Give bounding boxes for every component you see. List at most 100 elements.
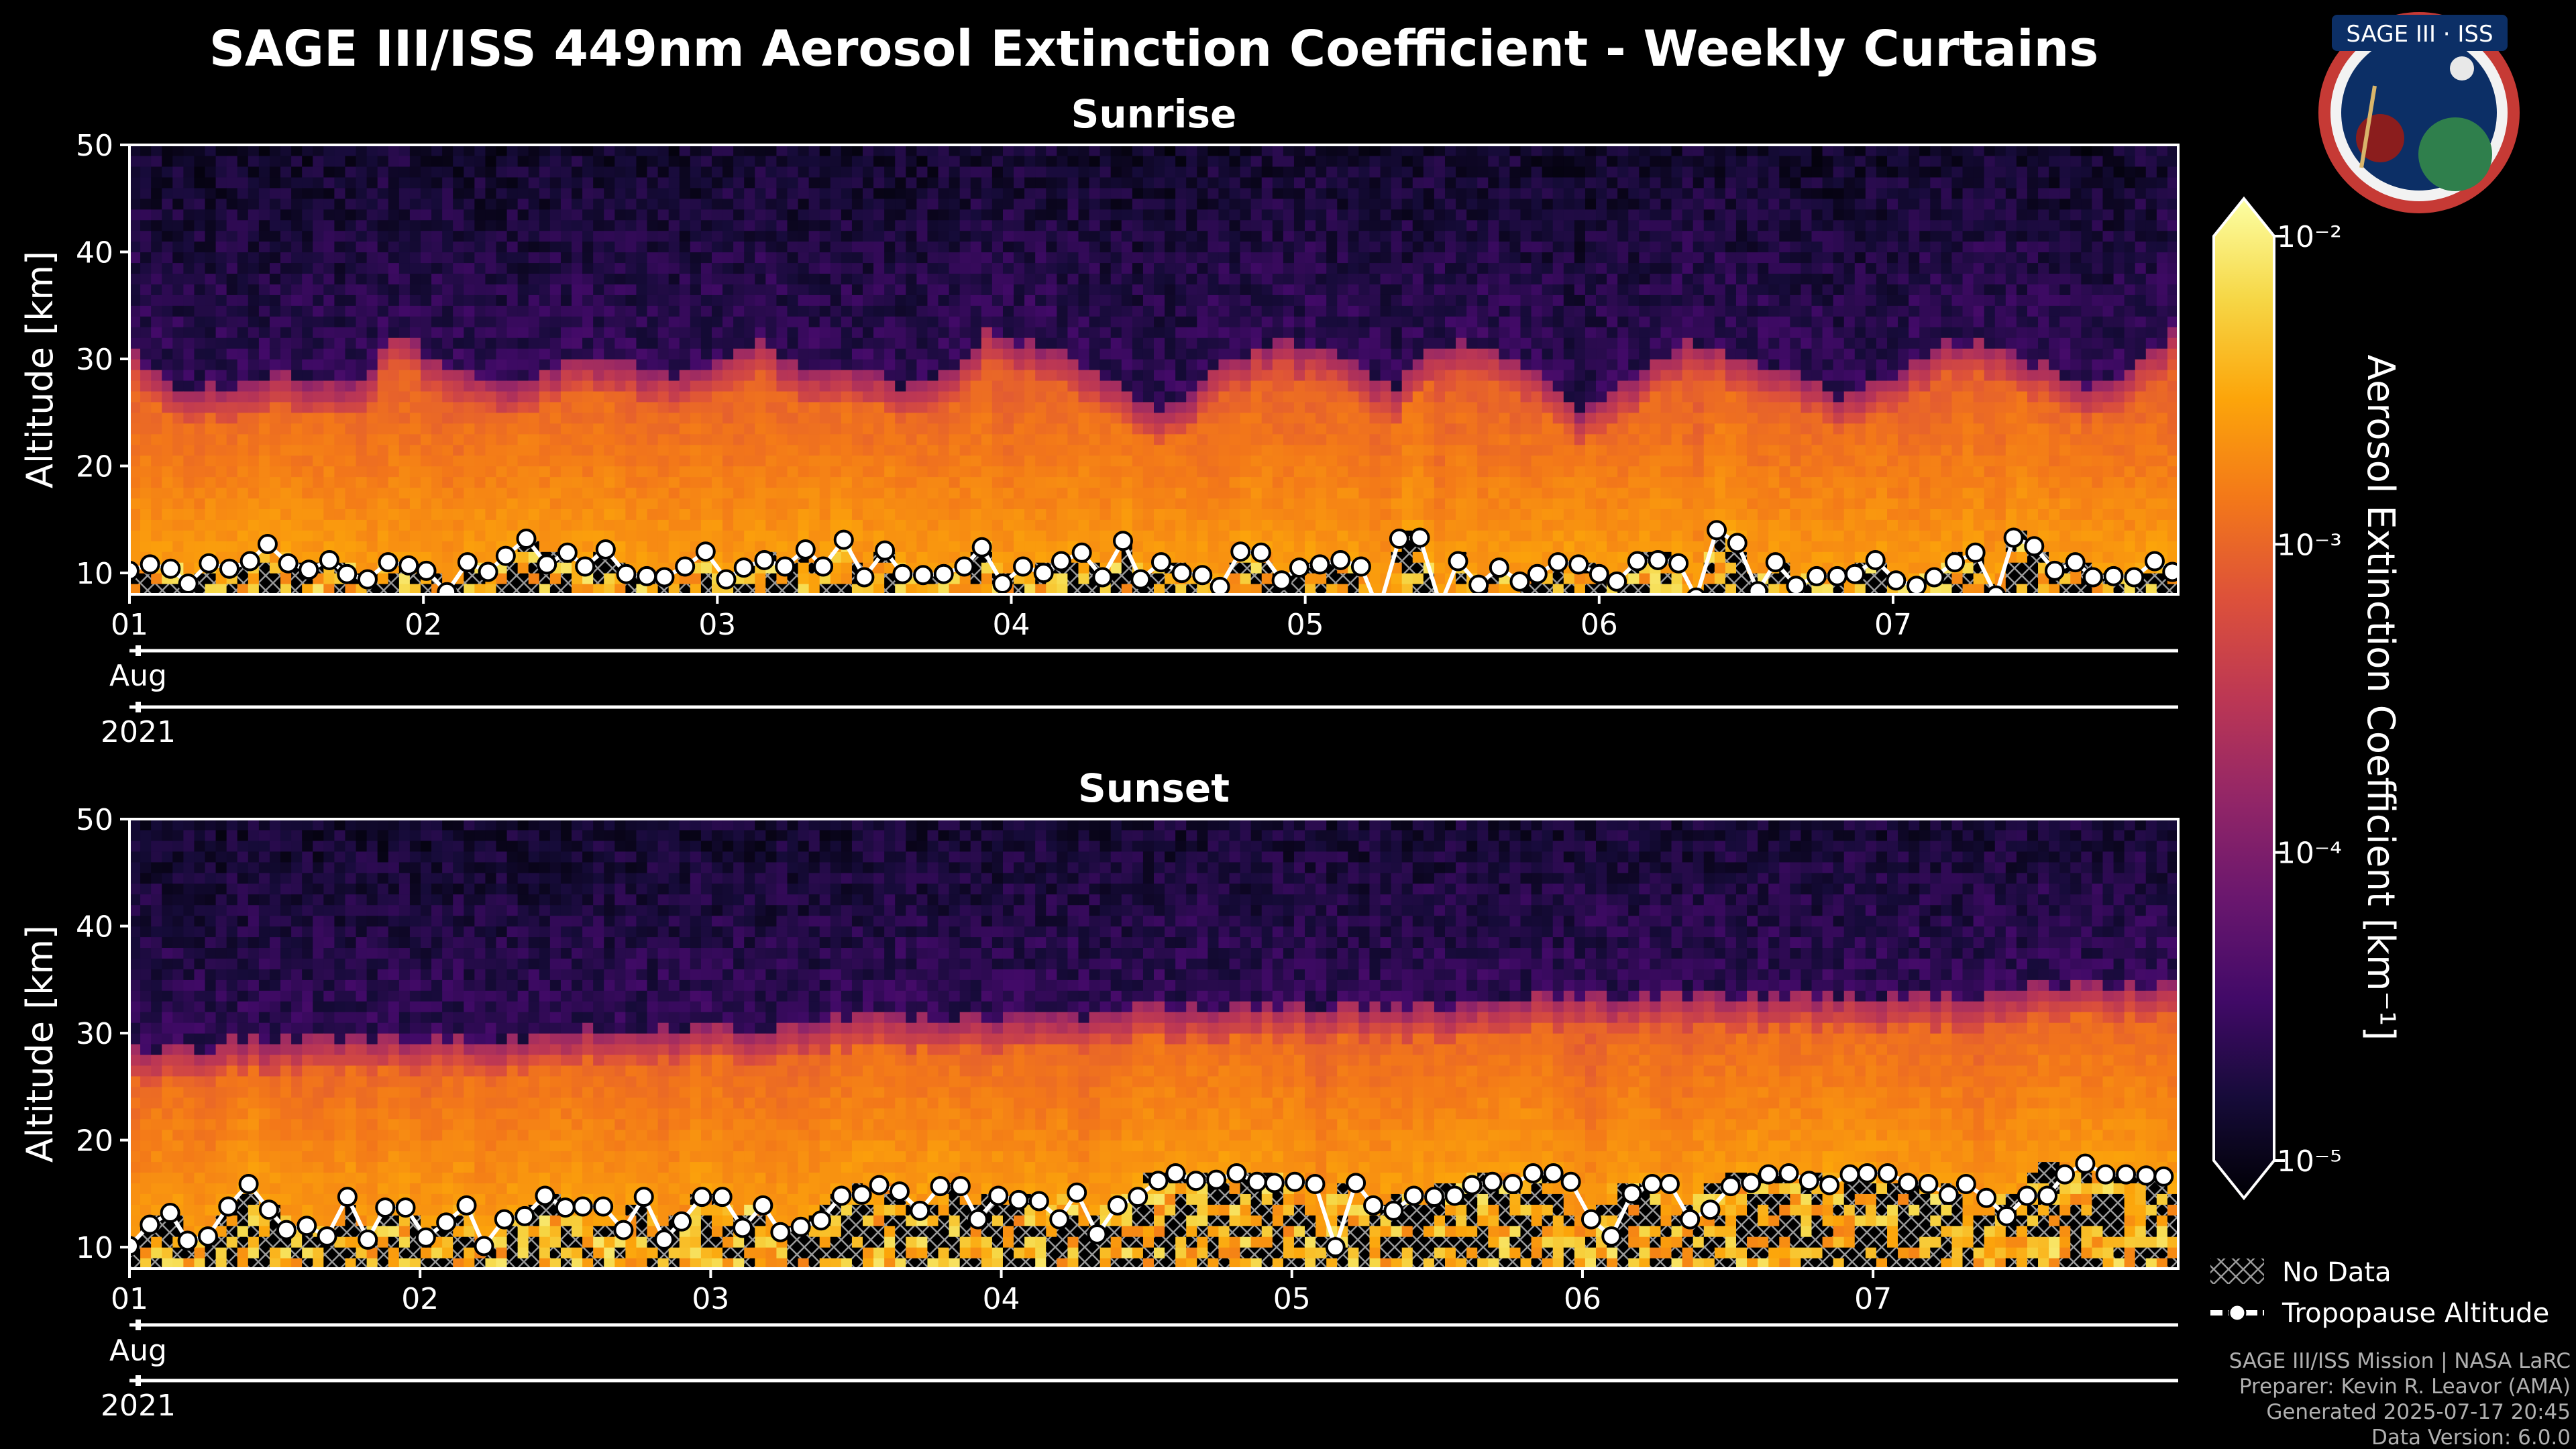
heatmap-cell <box>1046 412 1057 424</box>
heatmap-cell <box>560 262 572 274</box>
heatmap-cell <box>895 370 906 381</box>
heatmap-cell <box>1046 401 1057 413</box>
heatmap-cell <box>388 316 400 327</box>
heatmap-cell <box>1380 337 1392 349</box>
heatmap-cell <box>140 305 152 317</box>
heatmap-cell <box>1391 370 1403 381</box>
heatmap-cell <box>506 145 519 156</box>
heatmap-cell <box>755 390 766 402</box>
heatmap-cell <box>981 476 993 488</box>
heatmap-cell <box>215 380 227 392</box>
heatmap-cell <box>377 305 389 317</box>
heatmap-cell <box>258 337 270 349</box>
heatmap-cell <box>1175 327 1187 338</box>
heatmap-cell <box>496 444 508 456</box>
heatmap-cell <box>604 584 615 594</box>
heatmap-cell <box>647 466 659 478</box>
heatmap-cell <box>356 433 368 445</box>
heatmap-cell <box>1024 166 1036 178</box>
heatmap-cell <box>1132 252 1144 264</box>
heatmap-cell <box>420 530 432 541</box>
heatmap-cell <box>614 209 626 221</box>
heatmap-cell <box>1391 316 1403 327</box>
heatmap-cell <box>1110 327 1122 338</box>
heatmap-cell <box>722 209 734 221</box>
heatmap-cell <box>733 176 745 189</box>
heatmap-cell <box>906 370 917 381</box>
heatmap-cell <box>205 508 217 520</box>
heatmap-cell <box>819 176 831 189</box>
heatmap-cell <box>528 337 540 349</box>
heatmap-cell <box>539 198 551 210</box>
heatmap-cell <box>808 176 820 189</box>
heatmap-cell <box>959 284 971 295</box>
heatmap-cell <box>744 466 755 478</box>
heatmap-cell <box>1316 348 1327 360</box>
heatmap-cell <box>906 519 917 531</box>
heatmap-cell <box>1078 305 1090 317</box>
heatmap-cell <box>442 508 453 520</box>
heatmap-cell <box>906 337 917 349</box>
heatmap-cell <box>1283 262 1295 274</box>
heatmap-cell <box>356 273 368 284</box>
heatmap-cell <box>506 433 519 445</box>
heatmap-cell <box>1142 327 1155 338</box>
heatmap-cell <box>377 176 389 189</box>
heatmap-cell <box>593 155 604 167</box>
heatmap-cell <box>194 487 206 499</box>
heatmap-cell <box>949 401 961 413</box>
heatmap-cell <box>755 584 766 594</box>
heatmap-cell <box>356 466 368 478</box>
heatmap-cell <box>1014 455 1025 467</box>
heatmap-cell <box>398 390 411 402</box>
heatmap-cell <box>776 359 788 370</box>
heatmap-cell <box>776 145 788 156</box>
heatmap-cell <box>1401 327 1413 338</box>
heatmap-cell <box>1305 466 1316 478</box>
heatmap-cell <box>927 412 939 424</box>
heatmap-cell <box>194 455 206 467</box>
heatmap-cell <box>496 316 508 327</box>
heatmap-cell <box>830 155 842 167</box>
heatmap-cell <box>1197 241 1208 253</box>
heatmap-cell <box>474 241 486 253</box>
heatmap-cell <box>1337 145 1348 156</box>
heatmap-cell <box>291 294 303 306</box>
heatmap-cell <box>464 230 475 242</box>
heatmap-cell <box>1132 487 1144 499</box>
heatmap-cell <box>938 348 950 360</box>
heatmap-cell <box>636 155 648 167</box>
heatmap-cell <box>819 380 831 392</box>
heatmap-cell <box>1175 316 1187 327</box>
heatmap-cell <box>991 380 1004 392</box>
heatmap-cell <box>183 230 195 242</box>
heatmap-cell <box>593 348 604 360</box>
heatmap-cell <box>485 359 497 370</box>
heatmap-cell <box>679 155 691 167</box>
heatmap-cell <box>938 327 950 338</box>
heatmap-cell <box>1391 476 1403 488</box>
heatmap-cell <box>906 498 917 509</box>
heatmap-cell <box>1165 294 1176 306</box>
heatmap-cell <box>895 176 906 189</box>
heatmap-cell <box>1067 176 1079 189</box>
heatmap-cell <box>409 187 421 199</box>
heatmap-cell <box>668 155 680 167</box>
heatmap-cell <box>711 476 723 488</box>
heatmap-cell <box>755 176 766 189</box>
heatmap-cell <box>604 455 615 467</box>
heatmap-cell <box>1067 294 1079 306</box>
heatmap-cell <box>1078 519 1090 531</box>
heatmap-cell <box>808 390 820 402</box>
heatmap-cell <box>1240 370 1252 381</box>
heatmap-cell <box>313 541 324 552</box>
heatmap-cell <box>1024 519 1036 531</box>
heatmap-cell <box>485 541 497 552</box>
heatmap-cell <box>755 541 766 552</box>
heatmap-cell <box>172 316 184 327</box>
heatmap-cell <box>1197 423 1208 435</box>
heatmap-cell <box>808 573 820 584</box>
heatmap-cell <box>1240 241 1252 253</box>
heatmap-cell <box>1154 444 1165 456</box>
heatmap-cell <box>1089 273 1101 284</box>
